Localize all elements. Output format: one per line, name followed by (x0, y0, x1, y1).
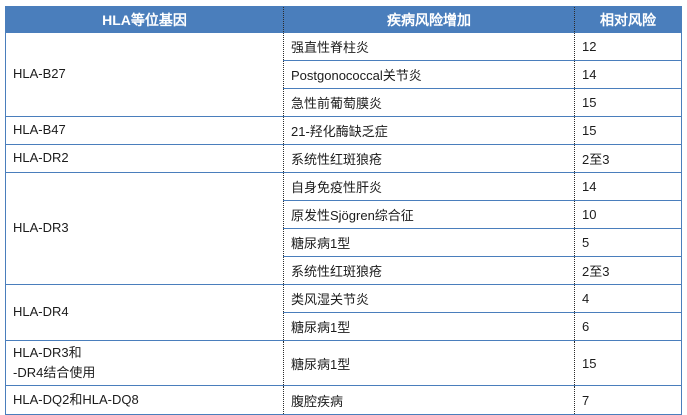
table-row: HLA-B27 强直性脊柱炎 12 (5, 32, 682, 117)
disease-cell: 系统性红斑狼疮 (283, 144, 575, 173)
allele-cell: HLA-DQ2和HLA-DQ8 (5, 385, 284, 415)
allele-cell: HLA-B27 (5, 32, 284, 117)
risk-cell: 5 (574, 228, 682, 257)
table-row: 原发性Sjögren综合征 10 (6, 200, 682, 229)
disease-cell: 糖尿病1型 (283, 340, 575, 386)
table-row: HLA-DR4 类风湿关节炎 4 (5, 284, 682, 341)
disease-cell: 强直性脊柱炎 (283, 32, 575, 61)
disease-cell: 类风湿关节炎 (283, 284, 575, 313)
allele-cell: HLA-B47 (5, 116, 284, 145)
risk-cell: 7 (574, 385, 682, 415)
table-row: Postgonococcal关节炎 14 (6, 60, 682, 89)
disease-cell: 自身免疫性肝炎 (283, 172, 575, 201)
disease-cell: 急性前葡萄膜炎 (283, 88, 575, 117)
disease-cell: 腹腔疾病 (283, 385, 575, 415)
header-row: HLA等位基因 疾病风险增加 相对风险 (5, 6, 682, 33)
column-header-allele: HLA等位基因 (5, 6, 284, 33)
table-row: 糖尿病1型 6 (6, 312, 682, 341)
allele-cell: HLA-DR4 (5, 284, 284, 341)
table-body: HLA-B27 强直性脊柱炎 12 Postgonococcal关节炎 14 急性前葡萄膜… (5, 32, 682, 415)
risk-cell: 15 (574, 88, 682, 117)
table-row: HLA-DQ2和HLA-DQ8 腹腔疾病 7 (5, 385, 682, 415)
risk-cell: 6 (574, 312, 682, 341)
risk-cell: 14 (574, 172, 682, 201)
table-row: HLA-DR3和 -DR4结合使用 糖尿病1型 15 (5, 340, 682, 386)
risk-cell: 15 (574, 116, 682, 145)
risk-cell: 2至3 (574, 256, 682, 285)
allele-cell: HLA-DR3 (5, 172, 284, 285)
table-row: 急性前葡萄膜炎 15 (6, 88, 682, 117)
column-header-disease: 疾病风险增加 (283, 6, 575, 33)
table-row: HLA-DR3 自身免疫性肝炎 14 (5, 172, 682, 285)
column-header-risk: 相对风险 (574, 6, 682, 33)
risk-cell: 12 (574, 32, 682, 61)
disease-cell: 原发性Sjögren综合征 (283, 200, 575, 229)
table-row: 系统性红斑狼疮 2至3 (6, 256, 682, 285)
table-header: HLA等位基因 疾病风险增加 相对风险 (5, 6, 682, 33)
disease-cell: 糖尿病1型 (283, 312, 575, 341)
table-row: 糖尿病1型 5 (6, 228, 682, 257)
table-row: HLA-B47 21-羟化酶缺乏症 15 (5, 116, 682, 145)
disease-cell: 系统性红斑狼疮 (283, 256, 575, 285)
disease-cell: Postgonococcal关节炎 (283, 60, 575, 89)
allele-cell: HLA-DR2 (5, 144, 284, 173)
hla-risk-table: HLA等位基因 疾病风险增加 相对风险 HLA-B27 强直性脊柱炎 12 Postg… (5, 6, 682, 415)
risk-cell: 2至3 (574, 144, 682, 173)
risk-cell: 10 (574, 200, 682, 229)
disease-cell: 糖尿病1型 (283, 228, 575, 257)
allele-cell: HLA-DR3和 -DR4结合使用 (5, 340, 284, 386)
table-row: HLA-DR2 系统性红斑狼疮 2至3 (5, 144, 682, 173)
disease-cell: 21-羟化酶缺乏症 (283, 116, 575, 145)
risk-cell: 14 (574, 60, 682, 89)
hla-risk-table-container: HLA等位基因 疾病风险增加 相对风险 HLA-B27 强直性脊柱炎 12 Postg… (5, 6, 682, 415)
risk-cell: 4 (574, 284, 682, 313)
risk-cell: 15 (574, 340, 682, 386)
